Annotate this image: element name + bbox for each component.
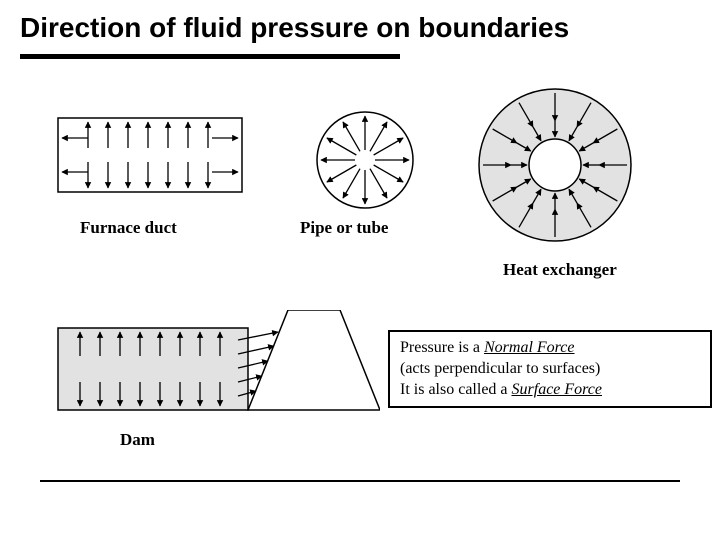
- note-line3b: Surface Force: [512, 381, 602, 398]
- dam-label: Dam: [120, 430, 155, 450]
- bottom-rule: [40, 480, 680, 482]
- heat-exchanger-label: Heat exchanger: [503, 260, 617, 280]
- pipe-label: Pipe or tube: [300, 218, 388, 238]
- note-line2: (acts perpendicular to surfaces): [400, 360, 600, 377]
- note-line3a: It is also called a: [400, 381, 512, 398]
- pipe-diagram: [300, 100, 430, 230]
- heat-exchanger-diagram: [470, 85, 640, 255]
- furnace-label: Furnace duct: [80, 218, 177, 238]
- title-underline: [20, 54, 400, 59]
- dam-diagram: [50, 310, 380, 420]
- note-box: Pressure is a Normal Force (acts perpend…: [388, 330, 712, 408]
- note-line1b: Normal Force: [484, 339, 575, 356]
- note-line1a: Pressure is a: [400, 339, 484, 356]
- furnace-duct-diagram: [50, 110, 250, 200]
- page-title: Direction of fluid pressure on boundarie…: [20, 12, 569, 44]
